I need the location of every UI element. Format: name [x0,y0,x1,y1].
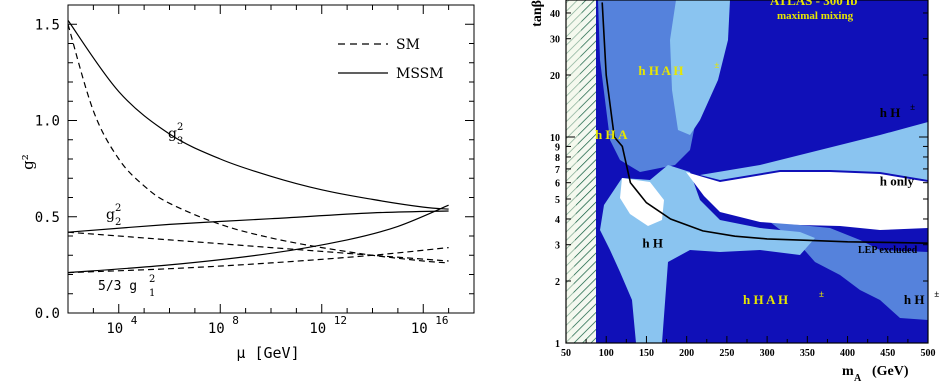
right-title: ATLAS - 300 fb [770,0,858,8]
label-g1-base: 5/3 g [98,279,137,294]
right-y-tick-label: 3 [555,241,560,252]
right-x-tick-label: 100 [599,348,614,359]
left-curves [67,20,449,274]
region-label-1: h H A [595,127,628,142]
right-subtitle: maximal mixing [777,10,854,22]
series-sm-g3- [67,24,449,264]
left-y-tick-label: 0.5 [35,210,60,226]
left-x-tick-label: 10 [411,321,428,337]
right-x-tick-label: 450 [880,348,895,359]
left-legend: SM MSSM [338,37,444,82]
region-label-5: h H A H ± [743,289,824,307]
region-label-text: h H [904,292,925,307]
label-g2-sub: 2 [115,217,121,228]
region-medium-lower [770,222,928,320]
region-labels: h H A H ± h H A h H ± h only h H h H A H ± h H ± [595,60,939,307]
right-y-tick-label: 7 [555,165,560,176]
left-x-axis-title: μ [GeV] [236,344,299,362]
right-y-tick-label: 9 [555,142,560,153]
legend-mssm-label: MSSM [396,66,444,82]
region-label-6: h H ± [904,289,939,307]
region-label-text: h H A H [638,63,683,78]
region-label-sup: ± [714,60,719,70]
right-y-tick-label: 8 [555,153,560,164]
right-y-tick-label: 2 [555,277,560,288]
series-sm-g2- [67,231,449,262]
left-x-tick-label: 10 [106,321,123,337]
right-y-tick-label: 4 [555,215,560,226]
series-mssm-g3- [67,20,449,210]
label-g1: 5/3 g 2 1 [98,274,155,299]
region-white-left [620,178,664,226]
region-label-sup: ± [819,289,824,299]
right-chart: 50 100 150 200 250 300 350 400 450 500 1 2 3 4 5 6 78910… [530,0,939,384]
label-g3-sup: 2 [177,122,183,133]
left-y-tick-label: 1.0 [35,114,60,130]
right-x-axis-title-unit: (GeV) [872,364,909,379]
left-x-tick-exponent: 8 [232,314,239,327]
lep-excluded-boundary [601,2,928,244]
right-y-tick-label: 20 [550,71,560,82]
series-sm-5-3-g1- [67,247,449,274]
label-g3: g 2 3 [168,122,183,147]
left-x-tick-label: 10 [309,321,326,337]
region-label-text: h H [880,105,901,120]
label-g2: g 2 2 [106,203,121,228]
region-white [686,172,928,230]
label-g1-sub: 1 [149,288,155,299]
left-y-tick-label: 0.0 [35,306,60,322]
right-axes: 50 100 150 200 250 300 350 400 450 500 1 2 3 4 5 6 78910… [550,9,936,359]
region-label-sup: ± [910,102,915,112]
right-x-tick-label: 400 [840,348,855,359]
region-label-3: h only [880,174,915,189]
lep-excluded-label: LEP excluded [858,245,918,256]
label-g3-base: g [168,126,177,142]
series-mssm-g2- [67,210,449,233]
right-y-tick-label: 40 [550,9,560,20]
right-x-tick-label: 200 [679,348,694,359]
region-light-band [700,122,928,180]
right-y-tick-label: 30 [550,35,560,46]
label-g2-sup: 2 [115,203,121,214]
region-label-sup: ± [934,289,939,299]
left-x-tick-exponent: 4 [131,314,138,327]
right-x-axis-title-sub: A [854,373,862,384]
right-y-tick-label: 6 [555,179,560,190]
region-label-text: h only [880,174,915,189]
right-x-tick-label: 50 [561,348,571,359]
legend-sm-label: SM [396,37,420,53]
right-x-axis-title: m A (GeV) [842,364,909,384]
right-y-tick-label: 5 [555,195,560,206]
region-label-text: h H A H [743,292,788,307]
left-y-axis-title: g² [19,154,37,170]
right-x-axis-title-main: m [842,364,854,379]
right-x-tick-label: 500 [921,348,936,359]
right-x-tick-label: 350 [800,348,815,359]
region-label-4: h H [642,236,663,251]
region-label-text: h H [642,236,663,251]
right-x-tick-label: 300 [760,348,775,359]
region-label-0: h H A H ± [638,60,719,78]
right-x-tick-label: 250 [719,348,734,359]
region-label-text: h H A [595,127,628,142]
region-light-upper [670,0,730,135]
right-regions [566,0,928,343]
right-y-axis-title: tanβ [530,0,545,27]
right-y-tick-label: 1 [555,339,560,350]
region-hatched-fade [566,0,582,343]
left-x-tick-exponent: 16 [435,314,448,327]
label-g3-sub: 3 [177,136,183,147]
left-y-tick-label: 1.5 [35,17,60,33]
label-g2-base: g [106,207,115,223]
right-x-tick-label: 150 [639,348,654,359]
label-g1-sup: 2 [149,274,155,285]
right-y-tick-label: 10 [550,133,560,144]
series-mssm-5-3-g1- [67,204,449,274]
left-x-tick-exponent: 12 [334,314,347,327]
region-label-2: h H ± [880,102,915,120]
left-x-tick-label: 10 [208,321,225,337]
